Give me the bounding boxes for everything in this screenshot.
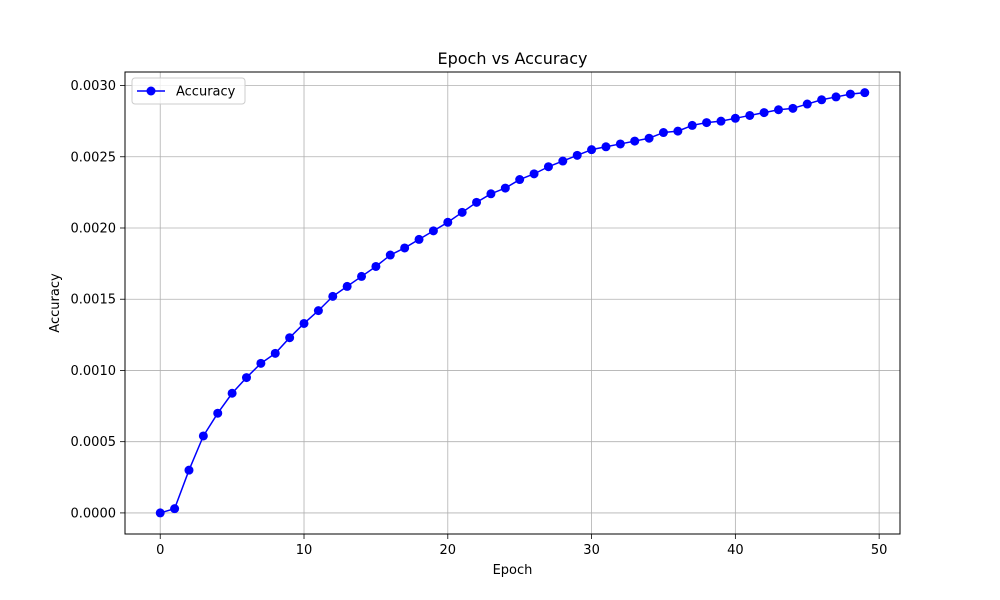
data-point bbox=[759, 108, 769, 118]
data-point bbox=[371, 261, 381, 271]
data-point bbox=[730, 113, 740, 123]
x-tick-label: 10 bbox=[296, 543, 313, 558]
data-point bbox=[587, 145, 597, 155]
data-point bbox=[529, 169, 539, 179]
x-tick-label: 50 bbox=[871, 543, 888, 558]
x-axis-label: Epoch bbox=[493, 563, 533, 578]
data-point bbox=[213, 408, 223, 418]
data-point bbox=[702, 118, 712, 128]
ticks: 0 10 20 30 40 50 0.0000 0.0005 0.0010 0.0015 0.002… bbox=[71, 79, 888, 558]
data-point bbox=[745, 110, 755, 120]
data-point bbox=[170, 504, 180, 514]
legend-box bbox=[131, 77, 246, 105]
data-point bbox=[860, 88, 870, 98]
x-tick-label: 40 bbox=[727, 543, 744, 558]
y-tick-label: 0.0025 bbox=[71, 150, 117, 165]
series-layer bbox=[155, 88, 870, 518]
data-point bbox=[644, 133, 654, 143]
y-tick-label: 0.0005 bbox=[71, 435, 117, 450]
data-point bbox=[831, 92, 841, 102]
data-point bbox=[673, 126, 683, 136]
data-point bbox=[687, 120, 697, 130]
chart-title: Epoch vs Accuracy bbox=[437, 49, 587, 68]
data-point bbox=[227, 388, 237, 398]
data-point bbox=[198, 431, 208, 441]
data-point bbox=[716, 116, 726, 126]
legend-label: Accuracy bbox=[176, 85, 236, 100]
data-point bbox=[845, 89, 855, 99]
x-tick-label: 30 bbox=[583, 543, 600, 558]
data-point bbox=[342, 281, 352, 291]
y-tick-label: 0.0010 bbox=[71, 364, 117, 379]
data-point bbox=[400, 243, 410, 253]
data-point bbox=[572, 150, 582, 160]
data-point bbox=[558, 156, 568, 166]
data-point bbox=[802, 99, 812, 109]
legend-marker bbox=[146, 86, 156, 96]
data-point bbox=[601, 142, 611, 152]
data-point bbox=[774, 105, 784, 115]
data-point bbox=[486, 189, 496, 199]
data-point bbox=[472, 197, 482, 207]
data-point bbox=[658, 128, 668, 138]
y-tick-label: 0.0000 bbox=[71, 506, 117, 521]
data-point bbox=[256, 358, 266, 368]
x-tick-label: 20 bbox=[440, 543, 457, 558]
y-axis-label: Accuracy bbox=[48, 273, 63, 333]
y-tick-label: 0.0030 bbox=[71, 79, 117, 94]
data-point bbox=[443, 217, 453, 227]
plot-area-frame bbox=[124, 71, 901, 535]
data-point bbox=[285, 333, 295, 343]
data-point bbox=[630, 136, 640, 146]
data-point bbox=[184, 465, 194, 475]
data-point bbox=[428, 226, 438, 236]
data-point bbox=[515, 175, 525, 185]
data-point bbox=[500, 183, 510, 193]
data-point bbox=[328, 291, 338, 301]
x-tick-label: 0 bbox=[156, 543, 164, 558]
data-point bbox=[357, 271, 367, 281]
y-tick-label: 0.0020 bbox=[71, 221, 117, 236]
y-tick-label: 0.0015 bbox=[71, 293, 117, 308]
data-point bbox=[299, 318, 309, 328]
data-point bbox=[817, 95, 827, 105]
data-point bbox=[270, 348, 280, 358]
data-point bbox=[414, 234, 424, 244]
data-point bbox=[241, 373, 251, 383]
data-point bbox=[313, 306, 323, 316]
data-point bbox=[155, 508, 165, 518]
legend: Accuracy bbox=[131, 77, 246, 105]
data-point bbox=[385, 250, 395, 260]
data-point bbox=[457, 207, 467, 217]
data-point bbox=[788, 103, 798, 113]
data-point bbox=[543, 162, 553, 172]
data-point bbox=[615, 139, 625, 149]
